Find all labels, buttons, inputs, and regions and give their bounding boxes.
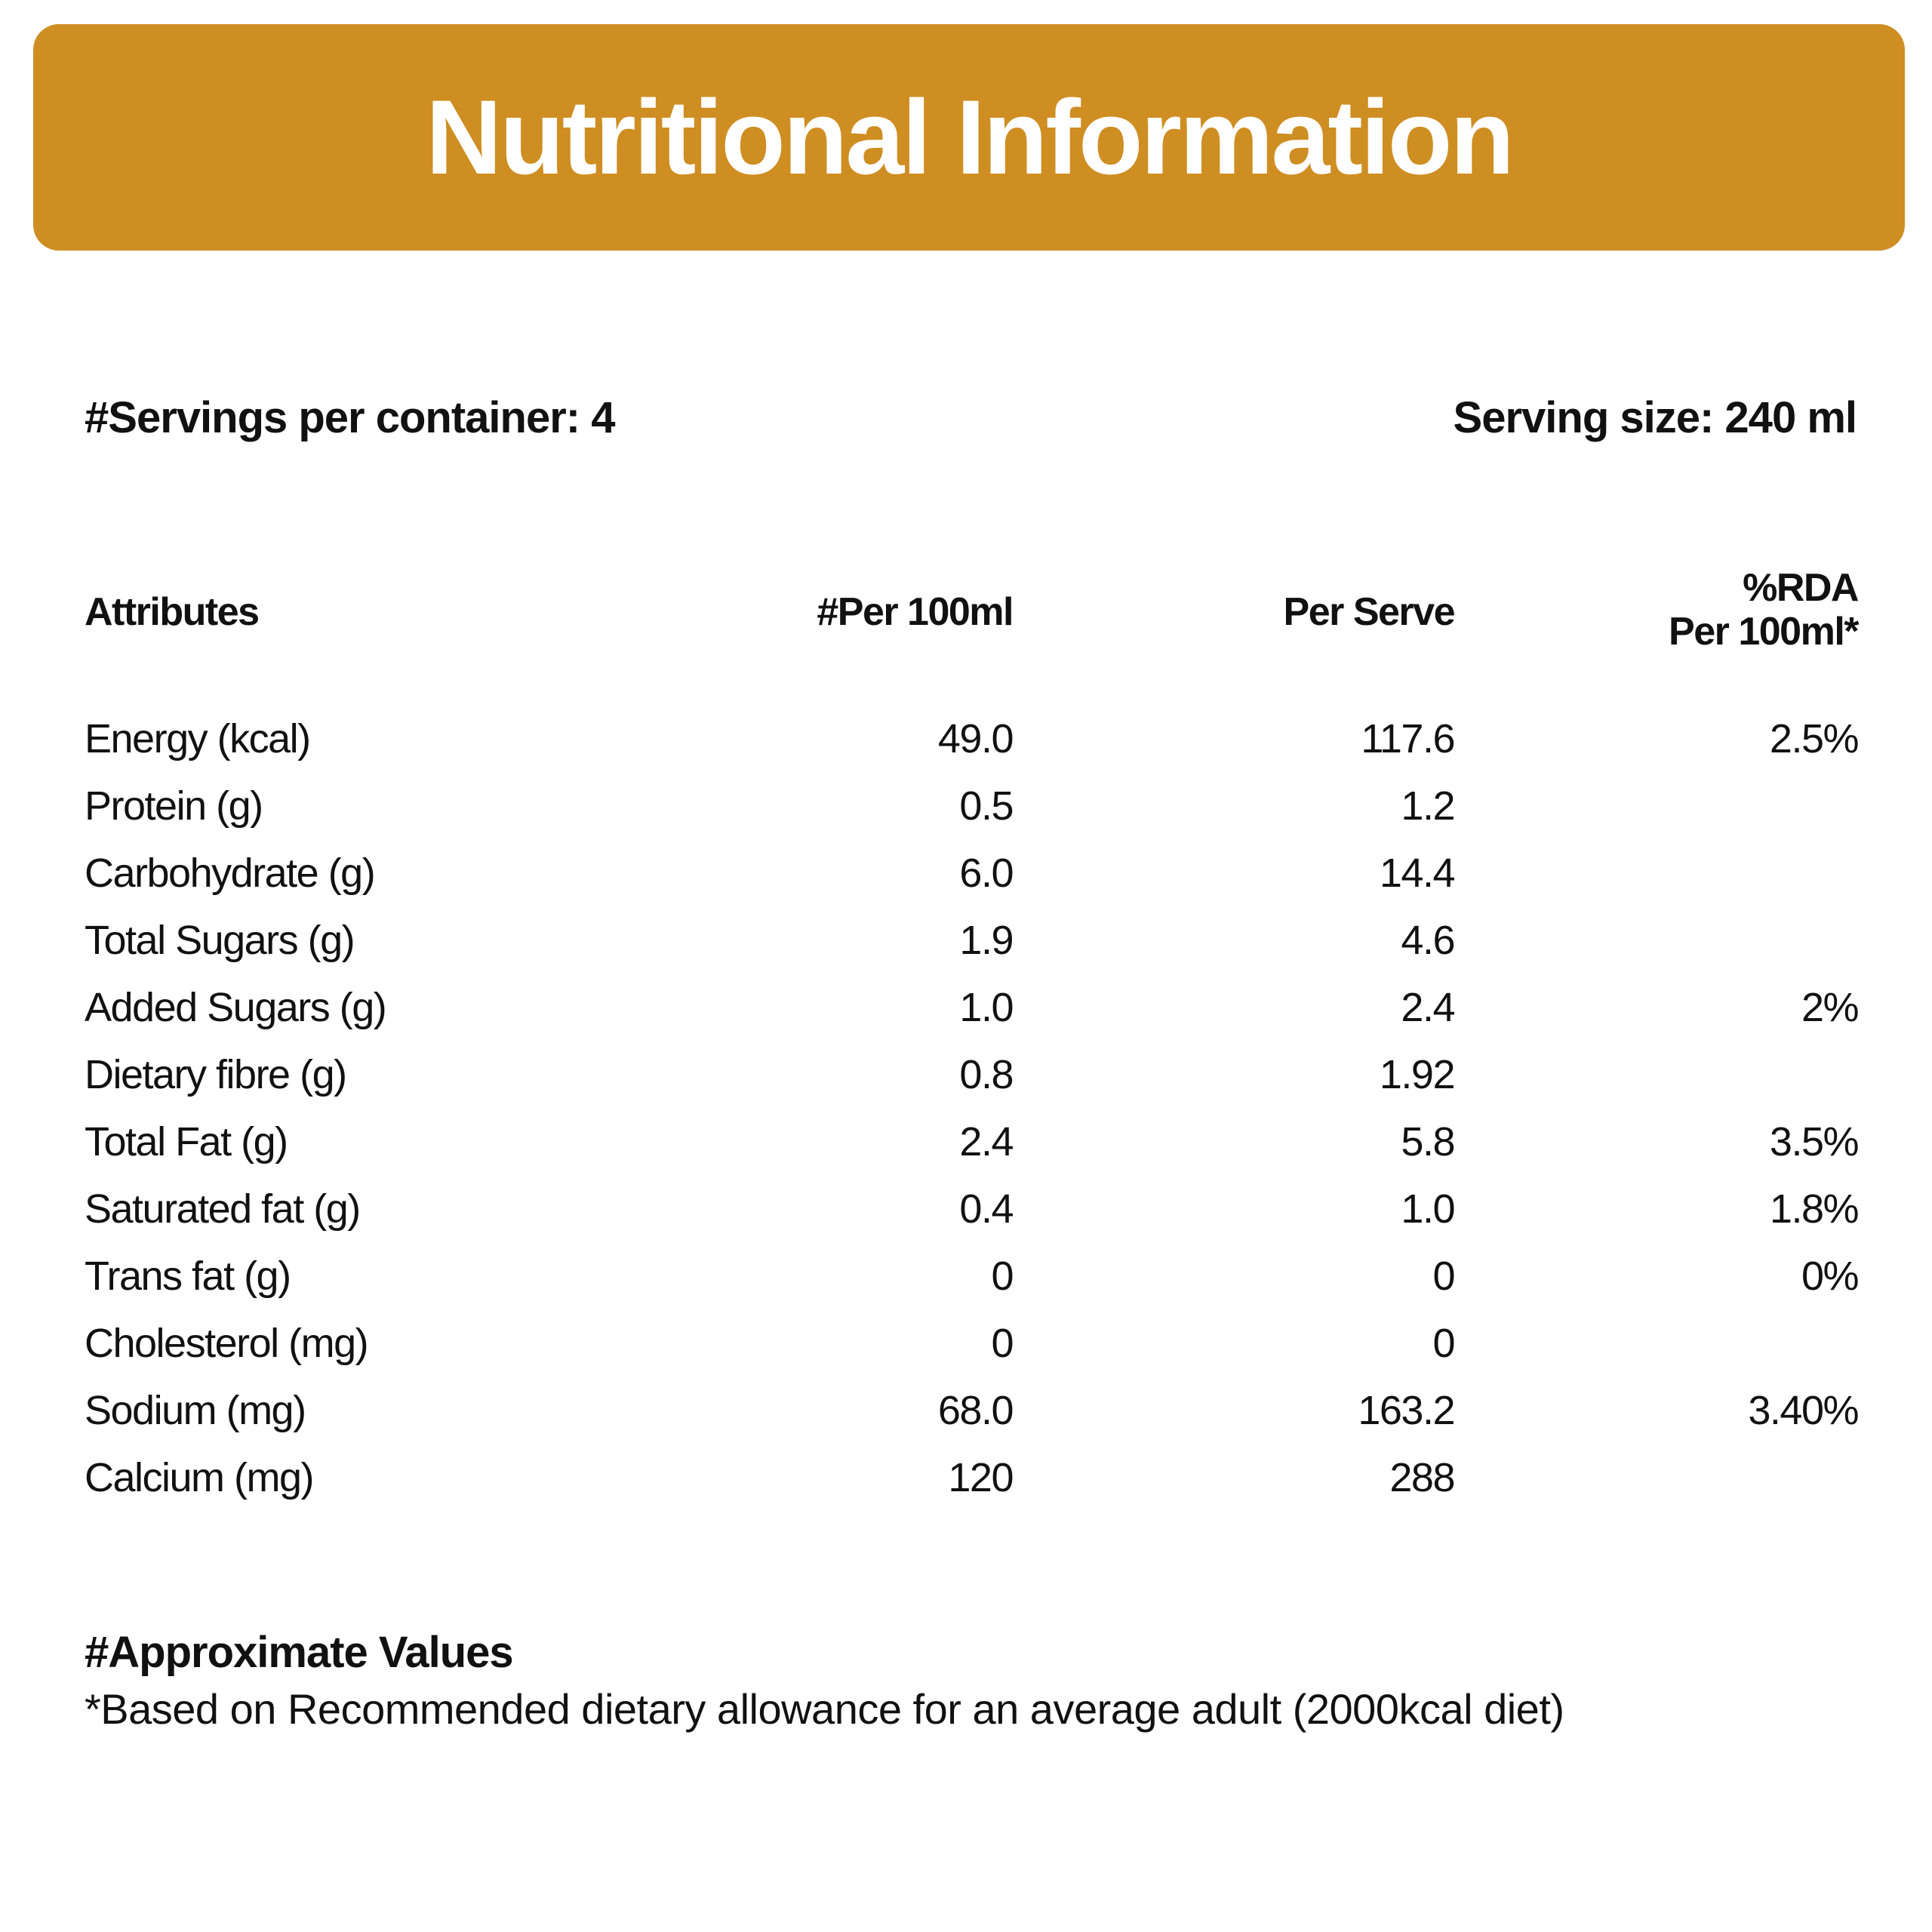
cell-attribute: Added Sugars (g) — [85, 985, 387, 1030]
header-rda-line1: %RDA — [1743, 566, 1859, 610]
cell-per-100ml: 2.4 — [959, 1119, 1014, 1164]
cell-attribute: Protein (g) — [85, 783, 263, 829]
cell-per-serve: 117.6 — [1361, 716, 1455, 761]
table-row: Added Sugars (g) 1.0 2.4 2% — [85, 974, 1860, 1041]
table-row: Energy (kcal) 49.0 117.6 2.5% — [85, 706, 1860, 773]
cell-per-100ml: 120 — [948, 1455, 1014, 1500]
table-row: Protein (g) 0.5 1.2 — [85, 773, 1858, 840]
table-row: Trans fat (g) 0 0 0% — [85, 1243, 1860, 1310]
cell-per-serve: 163.2 — [1358, 1388, 1455, 1433]
cell-per-serve: 14.4 — [1379, 851, 1456, 896]
cell-per-serve: 1.0 — [1401, 1186, 1455, 1232]
cell-attribute: Energy (kcal) — [85, 716, 311, 761]
cell-per-100ml: 1.0 — [959, 985, 1014, 1030]
table-row: Saturated fat (g) 0.4 1.0 1.8% — [85, 1176, 1860, 1243]
header-banner: Nutritional Information — [33, 24, 1905, 251]
cell-per-100ml: 1.9 — [959, 918, 1014, 963]
table-row: Calcium (mg) 120 288 — [85, 1444, 1858, 1512]
cell-rda: 3.40% — [1748, 1388, 1859, 1433]
cell-attribute: Total Fat (g) — [85, 1119, 288, 1164]
cell-attribute: Calcium (mg) — [85, 1455, 315, 1500]
cell-per-serve: 288 — [1389, 1455, 1455, 1500]
header-rda: %RDA Per 100ml* — [1669, 566, 1859, 654]
cell-per-serve: 0 — [1432, 1254, 1455, 1299]
cell-per-serve: 1.92 — [1379, 1052, 1456, 1097]
cell-rda: 1.8% — [1769, 1186, 1860, 1232]
serving-info: #Servings per container: 4 Serving size:… — [85, 392, 1857, 453]
cell-rda: 3.5% — [1769, 1119, 1860, 1164]
cell-attribute: Total Sugars (g) — [85, 918, 355, 963]
cell-rda: 0% — [1801, 1254, 1860, 1299]
footnote: #Approximate Values *Based on Recommende… — [85, 1626, 1564, 1740]
cell-per-serve: 5.8 — [1401, 1119, 1455, 1164]
cell-per-serve: 0 — [1432, 1321, 1455, 1366]
table-row: Carbohydrate (g) 6.0 14.4 — [85, 840, 1858, 907]
table-row: Dietary fibre (g) 0.8 1.92 — [85, 1041, 1858, 1109]
footnote-text: *Based on Recommended dietary allowance … — [85, 1685, 1564, 1733]
cell-attribute: Sodium (mg) — [85, 1388, 306, 1433]
cell-rda: 2% — [1801, 985, 1860, 1030]
servings-per-container: #Servings per container: 4 — [85, 393, 615, 442]
page-title: Nutritional Information — [426, 78, 1515, 196]
cell-per-serve: 2.4 — [1401, 985, 1455, 1030]
cell-per-serve: 4.6 — [1401, 918, 1455, 963]
cell-per-100ml: 49.0 — [937, 716, 1014, 761]
cell-per-100ml: 0.5 — [959, 783, 1014, 829]
header-rda-line2: Per 100ml* — [1669, 610, 1859, 654]
table-row: Total Sugars (g) 1.9 4.6 — [85, 907, 1858, 974]
table-body: Energy (kcal) 49.0 117.6 2.5% Protein (g) 0.5… — [85, 706, 1860, 1512]
table-row: Cholesterol (mg) 0 0 — [85, 1310, 1858, 1377]
footnote-title: #Approximate Values — [85, 1628, 514, 1677]
cell-per-100ml: 0 — [991, 1254, 1014, 1299]
cell-attribute: Trans fat (g) — [85, 1254, 291, 1299]
header-per-100ml: #Per 100ml — [817, 590, 1014, 634]
header-attributes: Attributes — [85, 590, 260, 634]
header-per-serve: Per Serve — [1283, 590, 1456, 634]
cell-rda: 2.5% — [1769, 716, 1860, 761]
cell-per-100ml: 6.0 — [959, 851, 1014, 896]
cell-attribute: Cholesterol (mg) — [85, 1321, 369, 1366]
cell-attribute: Saturated fat (g) — [85, 1186, 361, 1232]
cell-per-serve: 1.2 — [1401, 783, 1455, 829]
cell-per-100ml: 0 — [991, 1321, 1014, 1366]
cell-attribute: Dietary fibre (g) — [85, 1052, 347, 1097]
cell-per-100ml: 0.8 — [959, 1052, 1014, 1097]
cell-per-100ml: 68.0 — [937, 1388, 1014, 1433]
cell-attribute: Carbohydrate (g) — [85, 851, 376, 896]
table-row: Total Fat (g) 2.4 5.8 3.5% — [85, 1109, 1860, 1176]
table-row: Sodium (mg) 68.0 163.2 3.40% — [85, 1377, 1859, 1444]
serving-size: Serving size: 240 ml — [1453, 393, 1857, 442]
cell-per-100ml: 0.4 — [959, 1186, 1014, 1232]
